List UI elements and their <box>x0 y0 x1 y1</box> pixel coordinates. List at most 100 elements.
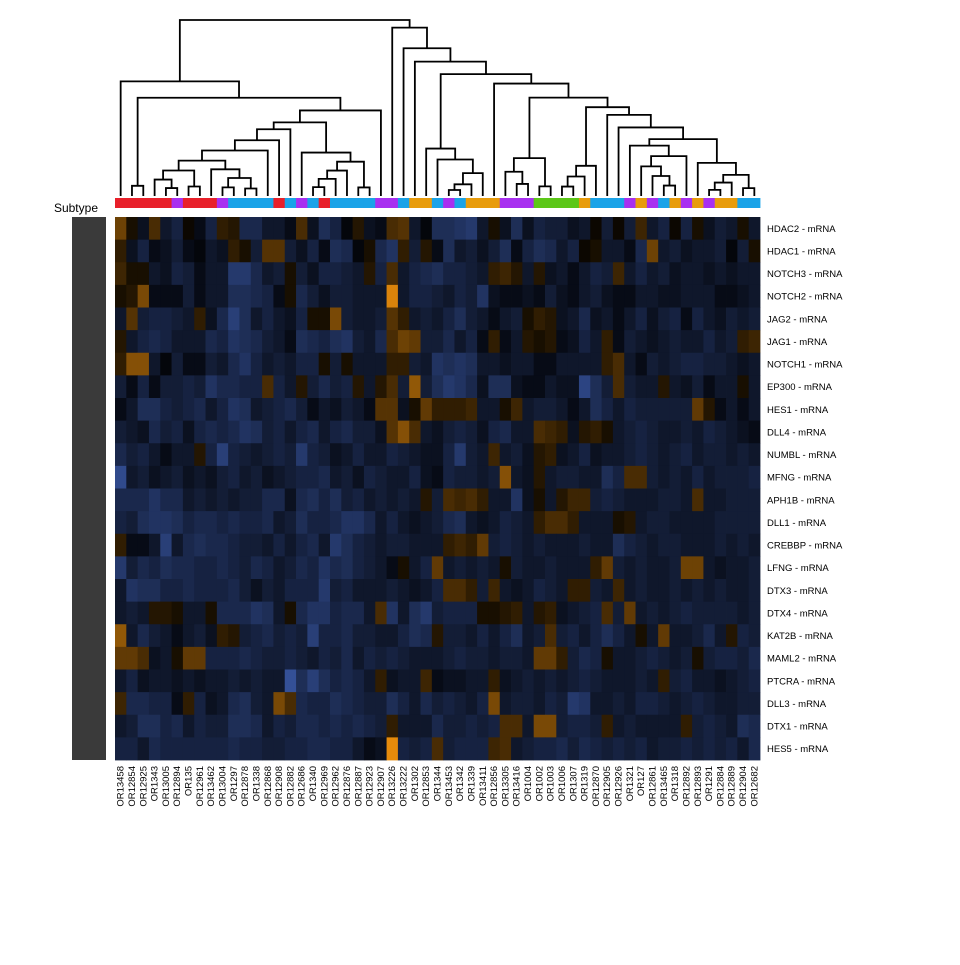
heatmap-cell <box>409 307 421 331</box>
heatmap-cell <box>511 443 523 467</box>
subtype-cell <box>307 198 320 208</box>
heatmap-cell <box>262 737 274 761</box>
heatmap-cell <box>182 262 195 286</box>
heatmap-cell <box>658 330 670 354</box>
heatmap-cell <box>545 511 557 535</box>
heatmap-cell <box>239 284 252 308</box>
heatmap-cell <box>194 420 206 444</box>
heatmap-cell <box>420 307 433 331</box>
heatmap-cell <box>205 239 218 263</box>
heatmap-cell <box>737 511 750 535</box>
heatmap-cell <box>522 737 535 761</box>
row-label: NOTCH1 - mRNA <box>767 360 843 371</box>
heatmap-cell <box>363 375 376 399</box>
heatmap-cell <box>182 624 195 648</box>
heatmap-cell <box>239 714 252 738</box>
heatmap-cell <box>748 646 761 670</box>
heatmap-cell <box>737 398 750 422</box>
heatmap-cell <box>262 624 274 648</box>
heatmap-cell <box>273 533 286 557</box>
heatmap-cell <box>386 714 399 738</box>
heatmap-cell <box>318 465 331 489</box>
heatmap-cell <box>250 307 263 331</box>
heatmap-cell <box>488 533 501 557</box>
heatmap-cell <box>194 488 206 512</box>
heatmap-cell <box>363 284 376 308</box>
heatmap-cell <box>726 420 738 444</box>
heatmap-cell <box>228 624 240 648</box>
heatmap-cell <box>567 398 580 422</box>
heatmap-cell <box>499 601 512 625</box>
heatmap-cell <box>431 533 444 557</box>
heatmap-cell <box>386 217 399 241</box>
heatmap-cell <box>216 217 229 241</box>
heatmap-cell <box>409 375 421 399</box>
row-label: MFNG - mRNA <box>767 473 832 484</box>
heatmap-cell <box>431 284 444 308</box>
heatmap-cell <box>341 511 354 535</box>
heatmap-cell <box>182 398 195 422</box>
heatmap-cell <box>533 601 546 625</box>
heatmap-cell <box>556 420 569 444</box>
heatmap-cell <box>375 714 387 738</box>
heatmap-cell <box>307 307 320 331</box>
column-label: OR12961 <box>195 766 206 807</box>
heatmap-cell <box>601 511 614 535</box>
row-label: EP300 - mRNA <box>767 382 833 393</box>
heatmap-cell <box>431 669 444 693</box>
heatmap-cell <box>216 465 229 489</box>
heatmap-cell <box>680 284 693 308</box>
row-label: CREBBP - mRNA <box>767 541 843 552</box>
heatmap-cell <box>352 601 365 625</box>
heatmap-cell <box>477 262 489 286</box>
heatmap-cell <box>556 375 569 399</box>
heatmap-cell <box>341 375 354 399</box>
heatmap-cell <box>409 352 421 376</box>
heatmap-cell <box>511 488 523 512</box>
column-label: OR13453 <box>444 766 455 807</box>
heatmap-cell <box>578 624 591 648</box>
heatmap-cell <box>658 420 670 444</box>
heatmap-cell <box>307 737 320 761</box>
heatmap-cell <box>714 262 727 286</box>
heatmap-cell <box>556 488 569 512</box>
heatmap-cell <box>567 352 580 376</box>
column-label: OR1319 <box>580 766 591 801</box>
heatmap-cell <box>386 398 399 422</box>
heatmap-cell <box>409 262 421 286</box>
heatmap-cell <box>726 488 738 512</box>
heatmap-cell <box>477 601 489 625</box>
heatmap-cell <box>612 624 625 648</box>
heatmap-cell <box>148 669 161 693</box>
heatmap-cell <box>748 217 761 241</box>
heatmap-cell <box>488 398 501 422</box>
heatmap-cell <box>703 284 716 308</box>
heatmap-cell <box>330 669 342 693</box>
dendrogram-branch <box>299 109 382 196</box>
heatmap-cell <box>182 352 195 376</box>
heatmap-cell <box>545 714 557 738</box>
heatmap-cell <box>646 737 659 761</box>
heatmap-cell <box>635 375 648 399</box>
heatmap-cell <box>692 239 704 263</box>
heatmap-cell <box>375 465 387 489</box>
heatmap-cell <box>680 443 693 467</box>
heatmap-cell <box>545 330 557 354</box>
heatmap-cell <box>545 488 557 512</box>
heatmap-cell <box>318 398 331 422</box>
heatmap-cell <box>748 420 761 444</box>
heatmap-cell <box>262 556 274 580</box>
heatmap-cell <box>386 307 399 331</box>
heatmap-cell <box>443 579 455 603</box>
heatmap-cell <box>431 601 444 625</box>
heatmap-cell <box>726 330 738 354</box>
heatmap-cell <box>567 307 580 331</box>
heatmap-cell <box>205 533 218 557</box>
subtype-cell <box>692 198 704 208</box>
heatmap-cell <box>307 465 320 489</box>
heatmap-cell <box>250 737 263 761</box>
heatmap-cell <box>578 375 591 399</box>
heatmap-cell <box>488 239 501 263</box>
heatmap-cell <box>443 533 455 557</box>
heatmap-cell <box>601 262 614 286</box>
